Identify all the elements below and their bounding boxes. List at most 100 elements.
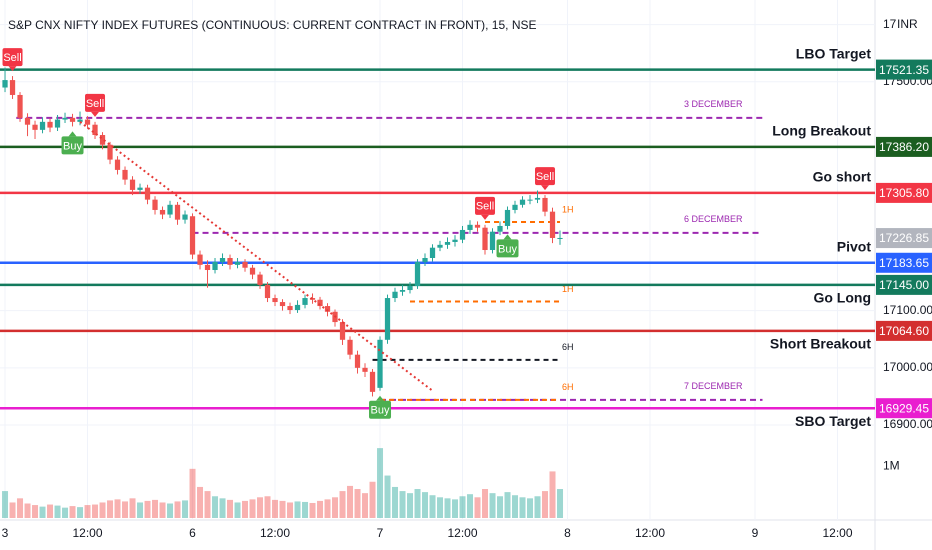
signal-badge [369, 400, 392, 419]
volume-bar [279, 500, 286, 518]
volume-bar [54, 505, 61, 518]
volume-bar [437, 497, 444, 518]
candle-body [92, 124, 98, 136]
candle-body [272, 298, 278, 303]
timeframe-level-label: 1H [562, 204, 574, 214]
volume-bar [9, 502, 16, 518]
candle-body [257, 274, 263, 285]
candle-body [114, 159, 121, 170]
candle-body [557, 237, 563, 239]
candle-body [174, 204, 181, 220]
level-name: Long Breakout [772, 123, 871, 139]
volume-bar [204, 491, 211, 518]
signal-pointer [8, 66, 17, 72]
volume-bar [332, 497, 339, 518]
axes: 3 12:00 6 12:00 7 12:00 8 12:00 9 12:001717500.00… [2, 17, 932, 540]
candle-body [264, 284, 271, 299]
volume-bar [77, 507, 84, 518]
x-tick-label: 8 [564, 526, 571, 540]
candle-body [9, 80, 16, 95]
levels: 3 DECEMBER 6 DECEMBER 7 DECEMBER 6H 6H 1H 1H LB… [0, 45, 875, 429]
date-level-label: 3 DECEMBER [684, 99, 743, 109]
candle-body [287, 306, 293, 311]
y-tick-label: 17100.00 [883, 303, 932, 317]
candle-body [437, 244, 443, 248]
volume-bar [257, 497, 264, 518]
signal-badge [475, 196, 496, 215]
date-level-label: 6 DECEMBER [684, 214, 743, 224]
volume-bar [99, 502, 106, 518]
volume-bar [287, 502, 294, 518]
volume-bar [227, 499, 234, 518]
volume-bar [24, 503, 31, 518]
signal-label: Buy [63, 140, 82, 152]
candle-body [459, 229, 466, 240]
volume-bar [339, 491, 346, 518]
y-tick-label: 17000.00 [883, 360, 932, 374]
volume-bar [152, 499, 159, 518]
volume-bar [242, 500, 249, 518]
candle-body [107, 144, 113, 160]
volume-bar [542, 491, 549, 518]
x-tick-label: 3 [2, 526, 9, 540]
candle-body [452, 239, 458, 242]
level-name: SBO Target [795, 413, 871, 429]
signal-pointer [503, 234, 512, 240]
volume-bar [2, 491, 9, 518]
volume-bar [489, 493, 496, 518]
volume-bar [107, 500, 114, 518]
volume-bar [114, 499, 121, 518]
currency-label: INR [897, 17, 918, 31]
candle-body [227, 257, 233, 265]
candles [2, 67, 563, 397]
volume-bar [407, 493, 414, 518]
x-tick-label: 12:00 [822, 526, 852, 540]
volume-bar [249, 499, 256, 518]
volume-bar [452, 499, 459, 518]
volume-bar [474, 497, 481, 518]
volume-bar [444, 498, 451, 518]
volume-bar [167, 503, 174, 518]
candle-body [377, 339, 383, 388]
level-price-text: 17064.60 [879, 324, 929, 338]
last-price-box [876, 228, 932, 249]
candle-body [69, 117, 76, 122]
volume-bar [47, 504, 54, 518]
x-tick-label: 12:00 [73, 526, 103, 540]
candle-body [212, 262, 218, 271]
candle-body [182, 214, 188, 220]
signal-pointer [91, 111, 100, 117]
candle-body [317, 299, 323, 307]
candle-body [47, 121, 53, 128]
candle-body [527, 199, 533, 201]
y-tick-label: 17 [883, 17, 897, 31]
timeframe-level-label: 1H [562, 284, 574, 294]
candle-body [497, 225, 503, 232]
volume-bar [137, 502, 144, 518]
volume-bar [174, 501, 181, 518]
level-price-box [876, 274, 932, 295]
volume-bar [414, 489, 421, 518]
level-name: LBO Target [796, 45, 872, 61]
volume-tick-label: 1M [883, 458, 900, 472]
candle-body [324, 306, 331, 312]
level-name: Pivot [837, 238, 872, 254]
last-price-text: 17226.85 [879, 231, 929, 245]
volume-bar [84, 505, 91, 518]
timeframe-level-label: 6H [562, 342, 574, 352]
candle-body [422, 257, 428, 263]
volume-bar [429, 495, 436, 518]
candle-body [414, 262, 421, 287]
candle-body [302, 298, 308, 305]
x-tick-label: 7 [377, 526, 384, 540]
signal-label: Sell [476, 201, 494, 213]
candle-body [99, 135, 106, 145]
level-price-text: 17183.65 [879, 256, 929, 270]
candle-body [77, 119, 83, 122]
signal-pointer [376, 395, 385, 401]
volume-bar [384, 475, 391, 518]
signal-badge [535, 167, 556, 186]
volume-bar [459, 496, 466, 518]
volume-bar [422, 492, 429, 518]
